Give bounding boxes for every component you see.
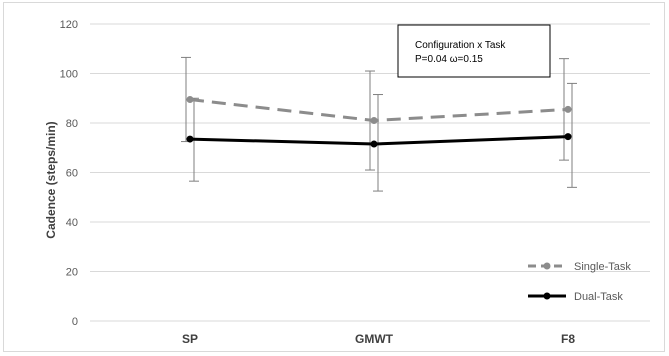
y-tick-label: 0: [72, 316, 78, 328]
legend-single-task-label: Single-Task: [574, 261, 631, 273]
data-point: [564, 105, 572, 113]
annotation-box: Configuration x Task P=0.04 ω=0.15: [397, 24, 551, 78]
y-axis-label: Cadence (steps/min): [44, 121, 58, 238]
data-point: [186, 135, 194, 143]
data-point: [370, 140, 378, 148]
x-tick-label: F8: [561, 332, 575, 346]
y-tick-label: 100: [60, 69, 78, 81]
series-lines: [186, 95, 572, 148]
legend-dual-task-label: Dual-Task: [574, 291, 623, 303]
annotation-border: [397, 24, 551, 78]
x-tick-label: GMWT: [355, 332, 394, 346]
y-tick-label: 60: [66, 168, 78, 180]
chart-frame: [3, 2, 665, 352]
series-line-single-task: [189, 97, 569, 123]
legend: Single-Task Dual-Task: [528, 261, 631, 303]
data-point: [564, 133, 572, 141]
y-tick-label: 120: [60, 19, 78, 31]
data-point: [186, 95, 194, 103]
data-point: [370, 117, 378, 125]
gridlines: [90, 23, 650, 322]
series-line-dual-task: [189, 135, 569, 146]
y-tick-label: 80: [66, 118, 78, 130]
y-tick-label: 20: [66, 267, 78, 279]
legend-dual-task-marker: [543, 292, 551, 300]
x-tick-labels: SP GMWT F8: [182, 332, 575, 346]
annotation-line1: Configuration x Task: [415, 40, 506, 51]
x-tick-label: SP: [182, 332, 198, 346]
legend-single-task-marker: [543, 262, 551, 270]
annotation-line2: P=0.04 ω=0.15: [415, 54, 483, 65]
y-tick-label: 40: [66, 217, 78, 229]
y-tick-labels: 0 20 40 60 80 100 120: [60, 19, 78, 328]
